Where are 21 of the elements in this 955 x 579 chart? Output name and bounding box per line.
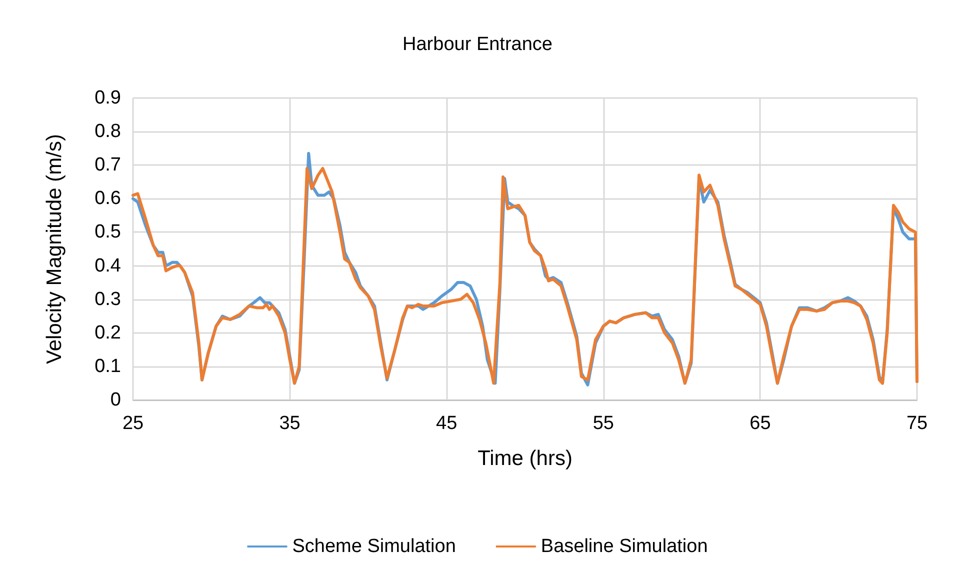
x-tick-label: 65: [750, 413, 771, 434]
chart-title: Harbour Entrance: [402, 34, 552, 55]
y-tick-label: 0.6: [94, 188, 121, 210]
x-tick-label: 55: [592, 413, 614, 434]
x-tick-label: 25: [122, 413, 144, 434]
legend-label: Scheme Simulation: [292, 536, 456, 557]
y-tick-label: 0.1: [94, 356, 121, 377]
y-tick-label: 0.8: [94, 121, 121, 142]
y-tick-label: 0.9: [94, 88, 121, 108]
y-tick-label: 0.3: [94, 288, 121, 310]
x-tick-label: 35: [279, 413, 300, 434]
y-tick-label: 0.7: [94, 154, 121, 176]
y-tick-label: 0.2: [94, 322, 121, 344]
legend-label: Baseline Simulation: [540, 536, 708, 557]
x-tick-label: 75: [906, 413, 928, 434]
x-axis-title: Time (hrs): [478, 447, 572, 470]
x-tick-label: 45: [436, 413, 458, 434]
y-tick-label: 0: [110, 390, 121, 410]
y-tick-label: 0.4: [94, 255, 122, 276]
y-axis-title: Velocity Magnitude (m/s): [43, 134, 66, 364]
y-tick-label: 0.5: [94, 222, 121, 243]
